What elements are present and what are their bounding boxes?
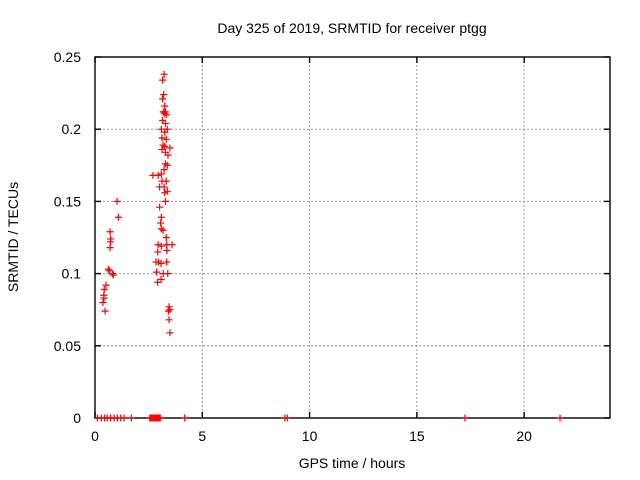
data-point-marker <box>164 151 172 159</box>
data-point-marker <box>165 316 173 324</box>
data-point-marker <box>159 226 167 234</box>
data-point-marker <box>163 246 171 254</box>
plot-border <box>94 56 611 419</box>
data-point-marker <box>104 265 112 273</box>
y-tick-label: 0.1 <box>62 266 82 282</box>
data-point-marker <box>157 275 165 283</box>
chart-title: Day 325 of 2019, SRMTID for receiver ptg… <box>217 20 486 36</box>
data-point-marker <box>461 414 469 422</box>
x-tick-label: 5 <box>198 428 206 444</box>
x-axis-label: GPS time / hours <box>299 455 406 471</box>
data-point-marker <box>113 197 121 205</box>
data-point-layer <box>93 70 564 422</box>
data-point-marker <box>160 91 168 99</box>
data-point-marker <box>164 270 172 278</box>
data-point-marker <box>163 258 171 266</box>
data-point-marker <box>157 225 165 233</box>
y-tick-label: 0.25 <box>54 49 81 65</box>
data-point-marker <box>154 241 162 249</box>
data-point-marker <box>161 102 169 110</box>
data-point-marker <box>154 248 162 256</box>
data-point-marker <box>106 228 114 236</box>
data-point-marker <box>166 144 174 152</box>
y-axis-label: SRMTID / TECUs <box>5 182 21 292</box>
data-point-marker <box>157 170 165 178</box>
data-point-marker <box>156 414 164 422</box>
data-point-marker <box>181 414 189 422</box>
data-point-marker <box>160 166 168 174</box>
data-point-marker <box>107 235 115 243</box>
tick-layer <box>94 56 610 419</box>
data-point-marker <box>161 197 169 205</box>
data-point-marker <box>157 242 165 250</box>
data-point-marker <box>120 414 128 422</box>
data-point-marker <box>153 268 161 276</box>
data-point-marker <box>159 95 167 103</box>
data-point-marker <box>108 270 116 278</box>
y-tick-label: 0.2 <box>62 121 82 137</box>
data-point-marker <box>283 414 291 422</box>
x-tick-label: 0 <box>91 428 99 444</box>
x-tick-label: 15 <box>409 428 425 444</box>
data-point-marker <box>160 183 168 191</box>
data-point-marker <box>102 281 110 289</box>
data-point-marker <box>162 177 170 185</box>
y-tick-label: 0.05 <box>54 338 81 354</box>
data-point-marker <box>162 234 170 241</box>
data-point-marker <box>101 307 109 315</box>
data-point-marker <box>114 213 122 221</box>
data-point-marker <box>160 70 168 78</box>
data-point-marker <box>127 414 135 422</box>
x-tick-label: 20 <box>516 428 532 444</box>
data-point-marker <box>159 76 167 84</box>
tick-label-layer: 0 5 10 15 20 0 0.05 0.1 0.15 0.2 0.25 <box>54 49 532 444</box>
data-point-marker <box>163 161 171 169</box>
data-point-marker <box>162 135 170 143</box>
data-point-marker <box>157 259 165 267</box>
data-point-marker <box>157 219 165 227</box>
x-tick-label: 10 <box>302 428 318 444</box>
data-point-marker <box>556 414 564 422</box>
data-point-marker <box>100 294 108 302</box>
series-SRMTID <box>93 70 564 422</box>
y-tick-label: 0.15 <box>54 193 81 209</box>
data-point-marker <box>161 119 169 127</box>
data-point-marker <box>100 285 108 293</box>
data-point-marker <box>99 298 107 306</box>
data-point-marker <box>157 213 165 221</box>
data-point-marker <box>168 241 176 249</box>
data-point-marker <box>166 329 174 337</box>
data-point-marker <box>161 128 169 136</box>
data-point-marker <box>159 141 167 149</box>
data-point-marker <box>162 111 170 119</box>
data-point-marker <box>154 171 162 179</box>
y-tick-label: 0 <box>73 410 81 426</box>
data-point-marker <box>109 271 117 279</box>
data-point-marker <box>156 203 164 211</box>
data-point-marker <box>161 189 169 197</box>
grid-layer <box>95 57 610 418</box>
data-point-marker <box>158 134 166 142</box>
data-point-marker <box>166 306 174 314</box>
data-point-marker <box>164 307 172 315</box>
